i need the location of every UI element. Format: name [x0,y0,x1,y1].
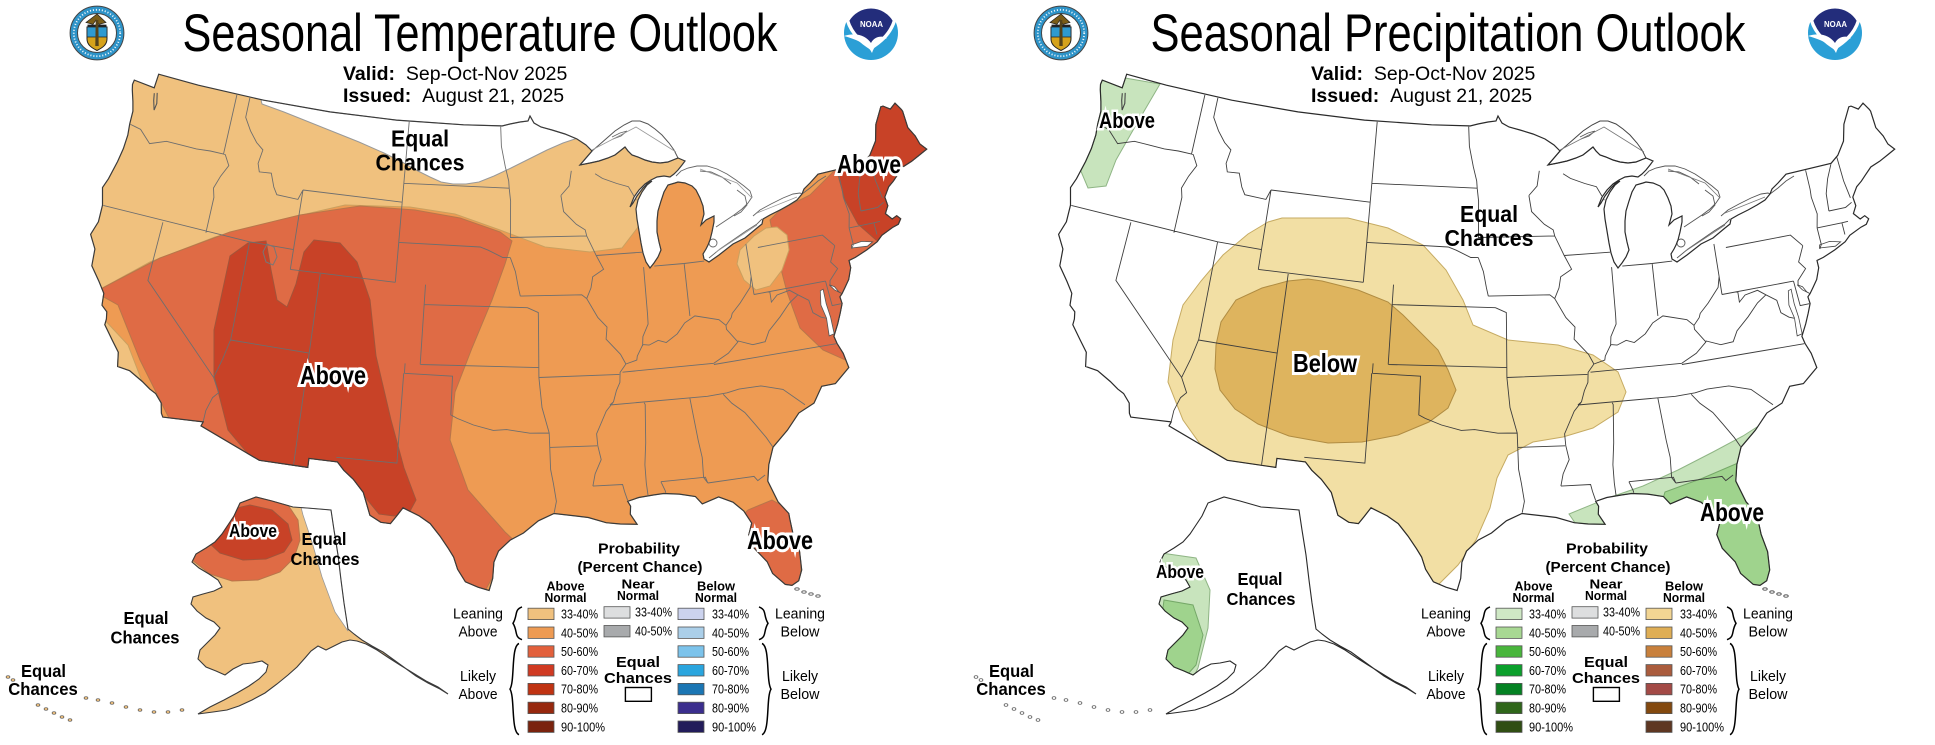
svg-text:50-60%: 50-60% [561,644,598,659]
svg-text:Issued: August 21, 2025: Issued: August 21, 2025 [1311,85,1532,107]
svg-text:Probability: Probability [1566,541,1649,558]
svg-text:Chances: Chances [604,670,672,687]
svg-text:Likely: Likely [460,669,497,685]
svg-text:60-70%: 60-70% [1529,663,1566,678]
svg-text:(Percent Chance): (Percent Chance) [1546,559,1671,576]
svg-text:Below: Below [697,579,736,594]
svg-text:Below: Below [1293,348,1358,378]
svg-text:Valid: Sep-Oct-Nov 2025: Valid: Sep-Oct-Nov 2025 [1311,63,1536,85]
svg-text:Above: Above [1156,562,1204,582]
svg-text:50-60%: 50-60% [1680,644,1717,659]
svg-text:Equal: Equal [1584,654,1628,671]
svg-text:Near: Near [1590,577,1623,592]
svg-text:40-50%: 40-50% [1680,625,1717,640]
svg-text:Normal: Normal [617,588,659,603]
svg-text:80-90%: 80-90% [712,701,749,716]
svg-text:Normal: Normal [695,590,737,605]
svg-text:33-40%: 33-40% [561,607,598,622]
svg-text:Chances: Chances [8,679,78,699]
svg-text:Chances: Chances [976,679,1046,699]
svg-text:60-70%: 60-70% [712,663,749,678]
svg-text:80-90%: 80-90% [561,701,598,716]
svg-text:Above: Above [459,687,498,703]
svg-text:Valid: Sep-Oct-Nov 2025: Valid: Sep-Oct-Nov 2025 [343,63,568,85]
svg-text:(Percent Chance): (Percent Chance) [578,559,703,576]
svg-text:Above: Above [1427,687,1466,703]
svg-text:40-50%: 40-50% [712,625,749,640]
svg-text:Above: Above [1427,625,1466,641]
svg-text:33-40%: 33-40% [712,607,749,622]
svg-text:Likely: Likely [1428,669,1465,685]
svg-text:Above: Above [1099,108,1155,133]
svg-text:Chances: Chances [1227,589,1296,609]
svg-text:Below: Below [1665,579,1704,594]
svg-text:Issued: August 21, 2025: Issued: August 21, 2025 [343,85,564,107]
svg-text:Chances: Chances [376,150,465,176]
svg-text:33-40%: 33-40% [1603,605,1640,620]
svg-text:Chances: Chances [291,549,360,569]
svg-text:Above: Above [837,149,901,179]
svg-text:Normal: Normal [1663,590,1705,605]
svg-text:Above: Above [459,625,498,641]
svg-text:Normal: Normal [1513,590,1555,605]
svg-text:70-80%: 70-80% [561,682,598,697]
svg-text:Below: Below [1749,625,1789,641]
svg-text:40-50%: 40-50% [1529,625,1566,640]
svg-text:Likely: Likely [1750,669,1787,685]
svg-text:Below: Below [781,687,821,703]
svg-text:Equal: Equal [989,661,1034,681]
svg-text:Probability: Probability [598,541,681,558]
svg-text:Equal: Equal [21,661,66,681]
svg-text:Leaning: Leaning [453,607,503,623]
svg-text:Seasonal Precipitation Outlook: Seasonal Precipitation Outlook [1151,4,1746,63]
svg-text:70-80%: 70-80% [712,682,749,697]
svg-text:90-100%: 90-100% [561,719,605,734]
svg-text:33-40%: 33-40% [1680,607,1717,622]
svg-text:Above: Above [1700,497,1764,527]
svg-text:Equal: Equal [616,654,660,671]
svg-text:40-50%: 40-50% [1603,623,1640,638]
svg-text:50-60%: 50-60% [712,644,749,659]
svg-text:Above: Above [229,521,277,541]
svg-text:40-50%: 40-50% [561,625,598,640]
svg-text:Seasonal Temperature Outlook: Seasonal Temperature Outlook [183,4,778,63]
svg-text:70-80%: 70-80% [1529,682,1566,697]
svg-text:Above: Above [300,360,366,390]
svg-text:80-90%: 80-90% [1529,701,1566,716]
svg-text:90-100%: 90-100% [1529,719,1573,734]
svg-text:Equal: Equal [391,126,449,152]
svg-text:60-70%: 60-70% [561,663,598,678]
svg-text:Equal: Equal [124,608,169,628]
svg-text:Below: Below [781,625,821,641]
svg-text:70-80%: 70-80% [1680,682,1717,697]
svg-text:60-70%: 60-70% [1680,663,1717,678]
svg-text:NOAA: NOAA [860,19,883,29]
svg-text:Chances: Chances [111,628,180,648]
svg-text:90-100%: 90-100% [712,719,756,734]
svg-text:33-40%: 33-40% [635,605,672,620]
svg-text:Above: Above [547,579,585,594]
svg-text:Above: Above [747,525,813,555]
svg-text:Chances: Chances [1572,670,1640,687]
svg-text:Normal: Normal [545,590,587,605]
svg-text:Near: Near [622,577,655,592]
svg-text:Equal: Equal [302,529,347,549]
svg-text:Leaning: Leaning [775,607,825,623]
svg-text:Normal: Normal [1585,588,1627,603]
svg-text:Likely: Likely [782,669,819,685]
svg-text:Below: Below [1749,687,1789,703]
svg-text:80-90%: 80-90% [1680,701,1717,716]
svg-text:40-50%: 40-50% [635,623,672,638]
svg-text:Leaning: Leaning [1743,607,1793,623]
svg-text:90-100%: 90-100% [1680,719,1724,734]
svg-text:Leaning: Leaning [1421,607,1471,623]
svg-text:Equal: Equal [1460,201,1518,227]
svg-text:50-60%: 50-60% [1529,644,1566,659]
svg-text:NOAA: NOAA [1824,19,1847,29]
svg-text:Above: Above [1515,579,1553,594]
svg-text:Chances: Chances [1445,225,1534,251]
svg-text:33-40%: 33-40% [1529,607,1566,622]
svg-text:Equal: Equal [1238,569,1283,589]
